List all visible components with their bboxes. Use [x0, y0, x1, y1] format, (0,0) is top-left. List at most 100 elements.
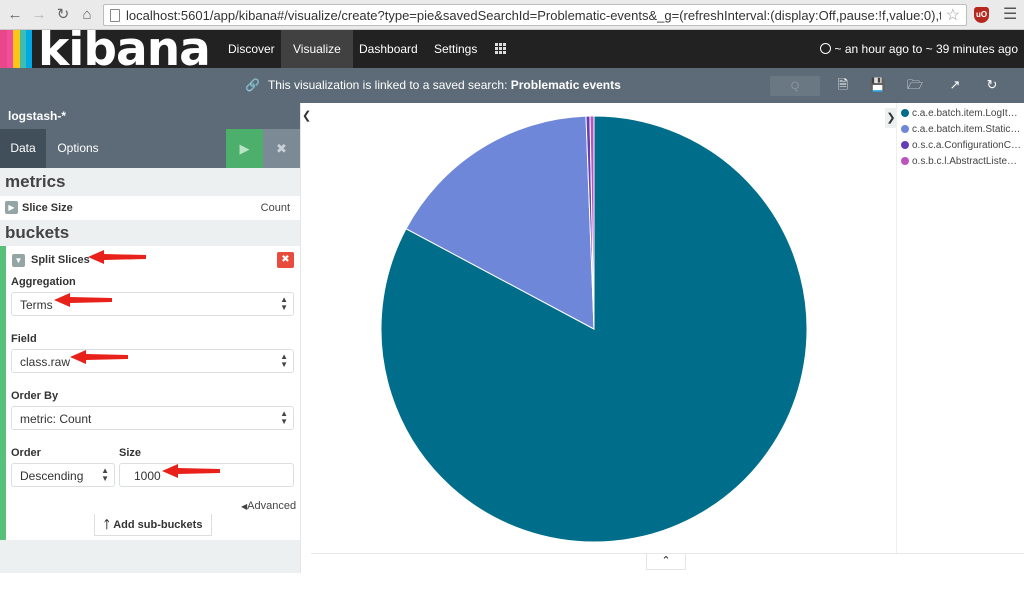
open-folder-icon[interactable]: 🗁: [906, 77, 924, 92]
legend-color-dot: [901, 109, 909, 117]
address-bar[interactable]: localhost:5601/app/kibana#/visualize/cre…: [103, 4, 967, 26]
caret-down-icon[interactable]: ▼: [12, 254, 25, 267]
order-by-select[interactable]: metric: Count ▲ ▼: [11, 406, 294, 430]
logo-stripe: [0, 30, 7, 68]
pie-chart: [380, 115, 808, 543]
size-value: 1000: [134, 469, 161, 483]
ublock-extension-icon[interactable]: uO: [974, 7, 989, 23]
order-label: Order: [11, 447, 41, 459]
saved-search-prefix: This visualization is linked to a saved …: [267, 78, 508, 92]
share-icon[interactable]: ↗: [949, 77, 961, 92]
close-icon: ✖: [276, 141, 287, 156]
visualization-area: [311, 103, 896, 555]
pie-slice[interactable]: [405, 115, 595, 330]
sidebar-collapse-toggle[interactable]: ❮: [300, 103, 312, 573]
vis-editor-sidebar: logstash-* Data Options ▶ ✖ metrics ▶ Sl…: [0, 103, 300, 573]
kibana-top-nav: kibana Discover Visualize Dashboard Sett…: [0, 30, 1024, 68]
field-select[interactable]: class.raw ▲ ▼: [11, 349, 294, 373]
legend-toggle[interactable]: ❯: [885, 108, 897, 128]
time-picker[interactable]: ~ an hour ago to ~ 39 minutes ago: [819, 30, 1018, 68]
order-by-label: Order By: [11, 390, 59, 402]
time-range-text: ~ an hour ago to ~ 39 minutes ago: [834, 42, 1018, 56]
legend-item[interactable]: o.s.b.c.l.AbstractListe…: [901, 156, 1017, 167]
annotation-arrow: [70, 350, 128, 364]
url-text[interactable]: localhost:5601/app/kibana#/visualize/cre…: [126, 8, 941, 23]
advanced-toggle[interactable]: ◀Advanced: [241, 500, 296, 512]
aggregation-select[interactable]: Terms ▲ ▼: [11, 292, 294, 316]
back-icon[interactable]: ←: [7, 6, 23, 23]
metric-slice-size[interactable]: ▶ Slice Size Count: [0, 196, 300, 220]
field-value: class.raw: [20, 355, 71, 369]
caret-right-icon[interactable]: ▶: [5, 201, 18, 214]
remove-bucket-button[interactable]: ✖: [277, 252, 294, 268]
tab-data[interactable]: Data: [0, 129, 46, 168]
legend-item[interactable]: c.a.e.batch.item.LogIt…: [901, 108, 1018, 119]
legend-item[interactable]: o.s.c.a.ConfigurationC…: [901, 140, 1021, 151]
order-select[interactable]: Descending ▲ ▼: [11, 463, 115, 487]
saved-search-name[interactable]: Problematic events: [510, 78, 621, 92]
legend-label: c.a.e.batch.item.Static…: [912, 124, 1021, 135]
logo-stripe: [26, 30, 32, 68]
saved-search-notice: 🔗 This visualization is linked to a saved…: [245, 78, 621, 92]
chevron-up-icon: ⌃: [661, 555, 671, 567]
logo-stripe: [13, 30, 20, 68]
apply-changes-button[interactable]: ▶: [226, 129, 263, 168]
expand-spy-button[interactable]: ⌃: [646, 554, 686, 570]
bucket-color-bar: [0, 246, 6, 540]
annotation-arrow: [162, 464, 220, 478]
pie-slice[interactable]: [589, 115, 595, 330]
browser-menu-icon[interactable]: ☰: [1003, 6, 1018, 23]
add-sub-buckets-label: Add sub-buckets: [113, 519, 203, 531]
aggregation-label: Aggregation: [11, 276, 76, 288]
page-bottom: [0, 573, 1024, 590]
nav-dashboard[interactable]: Dashboard: [359, 42, 418, 56]
browser-toolbar: ← → ↻ ⌂ localhost:5601/app/kibana#/visua…: [0, 0, 1024, 30]
add-sub-buckets-button[interactable]: ᛏ Add sub-buckets: [94, 514, 212, 536]
logo-stripe: [7, 30, 13, 68]
home-icon[interactable]: ⌂: [82, 6, 92, 23]
select-arrows-icon: ▲ ▼: [280, 352, 288, 369]
clock-icon: [819, 43, 831, 54]
legend-color-dot: [901, 141, 909, 149]
field-label: Field: [11, 333, 37, 345]
forward-icon[interactable]: →: [31, 6, 47, 23]
chevron-left-icon: ❮: [302, 110, 312, 122]
refresh-icon[interactable]: ↻: [986, 77, 998, 92]
legend-color-dot: [901, 157, 909, 165]
metric-label: Slice Size: [22, 202, 73, 214]
metrics-title: metrics: [5, 172, 66, 191]
caret-left-icon: ◀: [241, 502, 248, 511]
select-arrows-icon: ▲ ▼: [101, 466, 109, 483]
index-pattern-name: logstash-*: [8, 109, 67, 123]
play-icon: ▶: [239, 141, 250, 156]
order-by-value: metric: Count: [20, 412, 92, 426]
legend-color-dot: [901, 125, 909, 133]
select-arrows-icon: ▲ ▼: [280, 409, 288, 426]
kibana-logo[interactable]: kibana: [0, 30, 215, 68]
apps-grid-icon[interactable]: [495, 43, 507, 55]
new-visualization-icon[interactable]: 🗎: [837, 77, 849, 92]
index-pattern-header: logstash-*: [0, 103, 300, 129]
nav-settings[interactable]: Settings: [434, 42, 478, 56]
logo-text: kibana: [38, 30, 211, 68]
size-input[interactable]: 1000: [119, 463, 294, 487]
save-icon[interactable]: 💾: [869, 77, 887, 92]
nav-discover[interactable]: Discover: [228, 42, 275, 56]
page-icon: [110, 9, 120, 22]
logo-stripe: [20, 30, 26, 68]
chevron-right-icon: ❯: [886, 112, 896, 124]
bucket-split-slices: ▼ Split Slices ✖ Aggregation Terms ▲ ▼ Fi…: [0, 246, 300, 540]
nav-visualize[interactable]: Visualize: [281, 30, 353, 68]
legend-item[interactable]: c.a.e.batch.item.Static…: [901, 124, 1020, 135]
spy-panel-bar: ⌃: [311, 553, 1024, 573]
bookmark-star-icon[interactable]: ☆: [945, 7, 960, 24]
branch-icon: ᛏ: [103, 519, 114, 531]
annotation-arrow: [54, 293, 112, 307]
discard-changes-button[interactable]: ✖: [263, 129, 300, 168]
search-icon[interactable]: Q: [770, 76, 820, 96]
reload-icon[interactable]: ↻: [56, 6, 70, 23]
saved-search-bar: 🔗 This visualization is linked to a saved…: [0, 68, 1024, 103]
annotation-arrow: [88, 250, 146, 264]
tab-options[interactable]: Options: [57, 141, 99, 155]
select-arrows-icon: ▲ ▼: [280, 295, 288, 312]
